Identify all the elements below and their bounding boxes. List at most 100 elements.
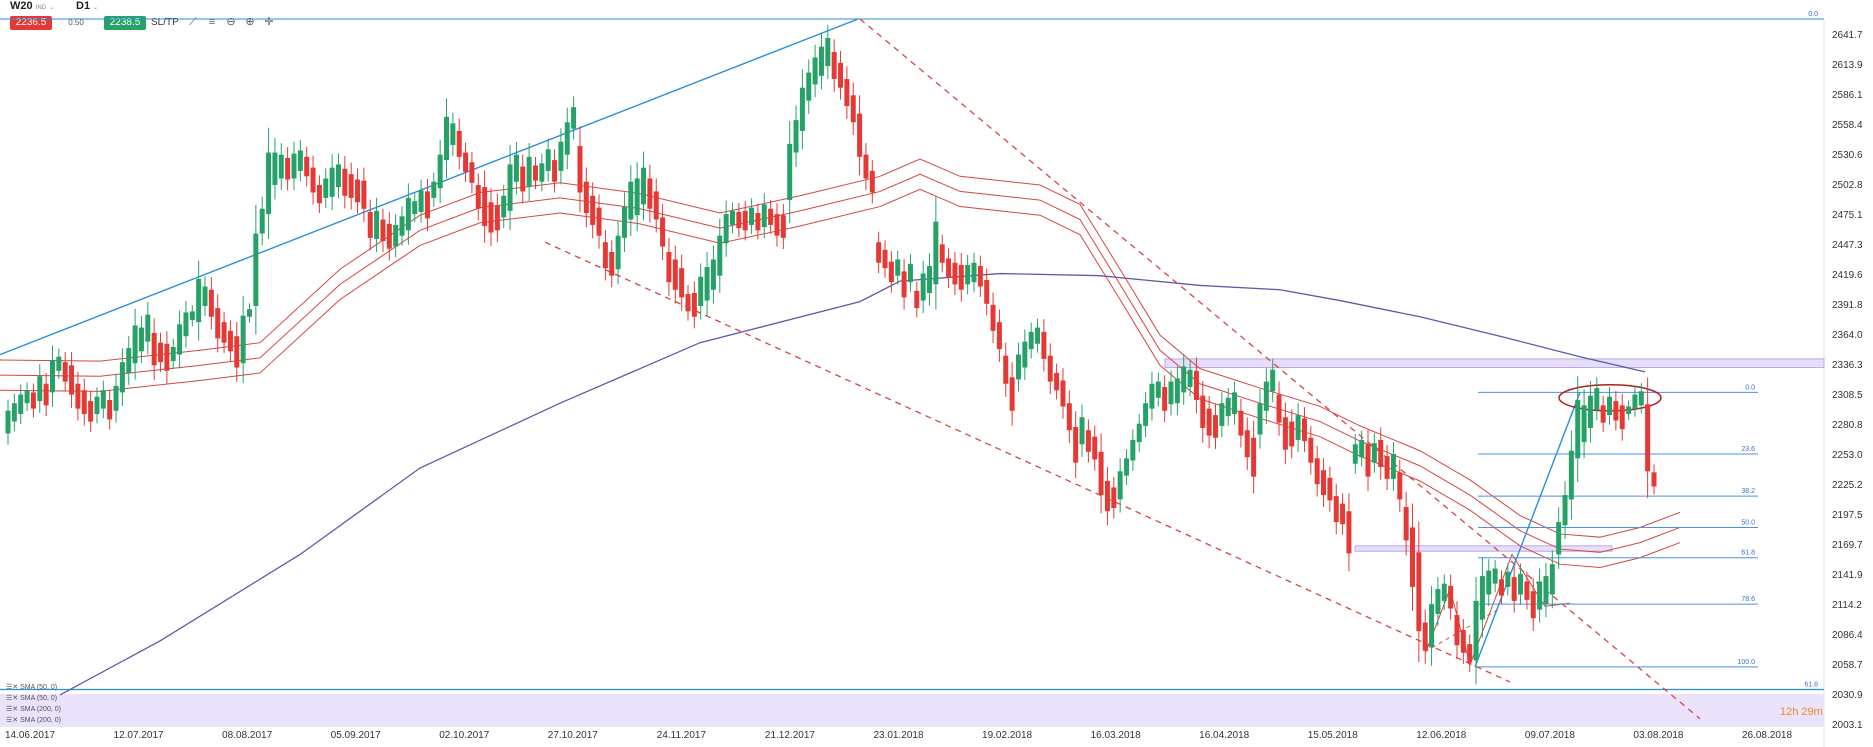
candle-body xyxy=(914,290,920,309)
y-tick-label: 2336.3 xyxy=(1832,360,1863,371)
candle-body xyxy=(717,235,723,276)
zoom-in-icon[interactable]: ⊕ xyxy=(245,16,255,28)
y-tick-label: 2419.6 xyxy=(1832,270,1863,281)
candle-body xyxy=(1193,370,1199,400)
x-tick-label: 08.08.2017 xyxy=(222,730,272,741)
upper-trendline xyxy=(0,18,859,356)
candle-body xyxy=(208,289,214,317)
candle-body xyxy=(749,207,755,225)
candle-body xyxy=(49,359,55,393)
candle-body xyxy=(329,167,335,197)
candle-body xyxy=(1460,630,1466,653)
y-tick-label: 2141.9 xyxy=(1832,570,1863,581)
candle-body xyxy=(444,116,450,161)
candle-body xyxy=(971,262,977,283)
sma-legend-2[interactable]: ☰✕ SMA (50, 0) xyxy=(6,694,57,702)
candle-body xyxy=(857,113,863,157)
sma-legend-4[interactable]: ☰✕ SMA (200, 0) xyxy=(6,716,61,724)
y-tick-label: 2114.2 xyxy=(1832,600,1862,611)
candle-body xyxy=(1301,418,1307,442)
candle-body xyxy=(310,167,316,193)
candle-body xyxy=(412,201,418,215)
candle-body xyxy=(170,347,176,362)
candle-body xyxy=(558,141,564,171)
x-tick-label: 09.07.2018 xyxy=(1525,730,1575,741)
candle-body xyxy=(729,210,735,225)
symbol-label[interactable]: W20 IND ⌄ xyxy=(10,0,54,12)
crosshair-icon[interactable]: ✛ xyxy=(264,16,274,28)
candle-body xyxy=(571,107,577,129)
candle-body xyxy=(1467,644,1473,663)
y-tick-label: 2169.7 xyxy=(1832,540,1863,551)
candle-body xyxy=(844,79,850,107)
y-tick-label: 2641.7 xyxy=(1832,30,1863,41)
candle-body xyxy=(132,325,138,364)
zoom-out-icon[interactable]: ⊖ xyxy=(226,16,236,28)
candle-body xyxy=(374,210,380,239)
line-tool-icon[interactable]: ⟋ xyxy=(189,16,197,28)
candle-body xyxy=(361,180,367,209)
candle-body xyxy=(513,154,519,182)
candle-body xyxy=(456,130,462,157)
candle-body xyxy=(1321,470,1327,496)
candle-body xyxy=(1505,571,1511,587)
candle-body xyxy=(30,392,36,409)
candle-body xyxy=(335,164,341,188)
candle-body xyxy=(1371,443,1377,463)
candle-body xyxy=(367,211,373,238)
candle-body xyxy=(1015,354,1021,380)
candle-body xyxy=(43,383,49,406)
candle-body xyxy=(399,216,405,236)
candle-body xyxy=(342,168,348,196)
candle-body xyxy=(761,204,767,228)
candle-body xyxy=(704,267,710,301)
sma-legend-3[interactable]: ☰✕ SMA (200, 0) xyxy=(6,705,61,713)
candle-body xyxy=(812,57,818,85)
candle-body xyxy=(799,87,805,131)
candle-body xyxy=(1352,444,1358,464)
fib-tool-icon[interactable]: ≡ xyxy=(208,16,216,28)
fib-level-label: 61.8 xyxy=(1741,550,1755,557)
candle-body xyxy=(1397,472,1403,500)
candle-body xyxy=(297,150,303,171)
candle-body xyxy=(1581,405,1587,443)
y-tick-label: 2253.0 xyxy=(1832,450,1863,461)
candle-body xyxy=(818,46,824,76)
candle-body xyxy=(1537,581,1543,610)
candle-body xyxy=(1162,386,1168,411)
bottom-zone xyxy=(0,693,1824,726)
candle-body xyxy=(1410,527,1416,587)
candle-body xyxy=(100,390,106,409)
candle-body xyxy=(691,292,697,317)
candle-body xyxy=(291,153,297,179)
sma-legend-1[interactable]: ☰✕ SMA (50, 0) xyxy=(6,683,57,691)
candle-body xyxy=(196,278,202,323)
candle-body xyxy=(1028,331,1034,350)
candle-body xyxy=(698,276,704,306)
timeframe-selector[interactable]: D1 ⌄ xyxy=(76,0,98,12)
candle-body xyxy=(234,336,240,368)
candle-body xyxy=(1276,394,1282,423)
candle-body xyxy=(450,123,456,145)
x-tick-label: 26.08.2018 xyxy=(1742,730,1792,741)
resistance-zone xyxy=(1164,358,1825,369)
candle-body xyxy=(37,376,43,402)
candle-body xyxy=(590,195,596,225)
y-tick-label: 2058.7 xyxy=(1832,660,1863,671)
fib-level-label: 100.0 xyxy=(1737,659,1755,666)
zigzag-pattern xyxy=(1425,553,1571,667)
y-tick-label: 2030.9 xyxy=(1832,690,1863,701)
candle-body xyxy=(1060,380,1066,407)
candle-body xyxy=(1136,423,1142,443)
x-tick-label: 16.04.2018 xyxy=(1199,730,1249,741)
candle-body xyxy=(583,181,589,214)
sltp-button[interactable]: SL/TP xyxy=(151,17,179,28)
candle-body xyxy=(1174,378,1180,404)
candle-body xyxy=(227,330,233,352)
candle-body xyxy=(1359,439,1365,458)
candle-body xyxy=(526,156,532,188)
candle-body xyxy=(418,190,424,212)
candle-body xyxy=(11,403,17,422)
candle-body xyxy=(145,314,151,342)
